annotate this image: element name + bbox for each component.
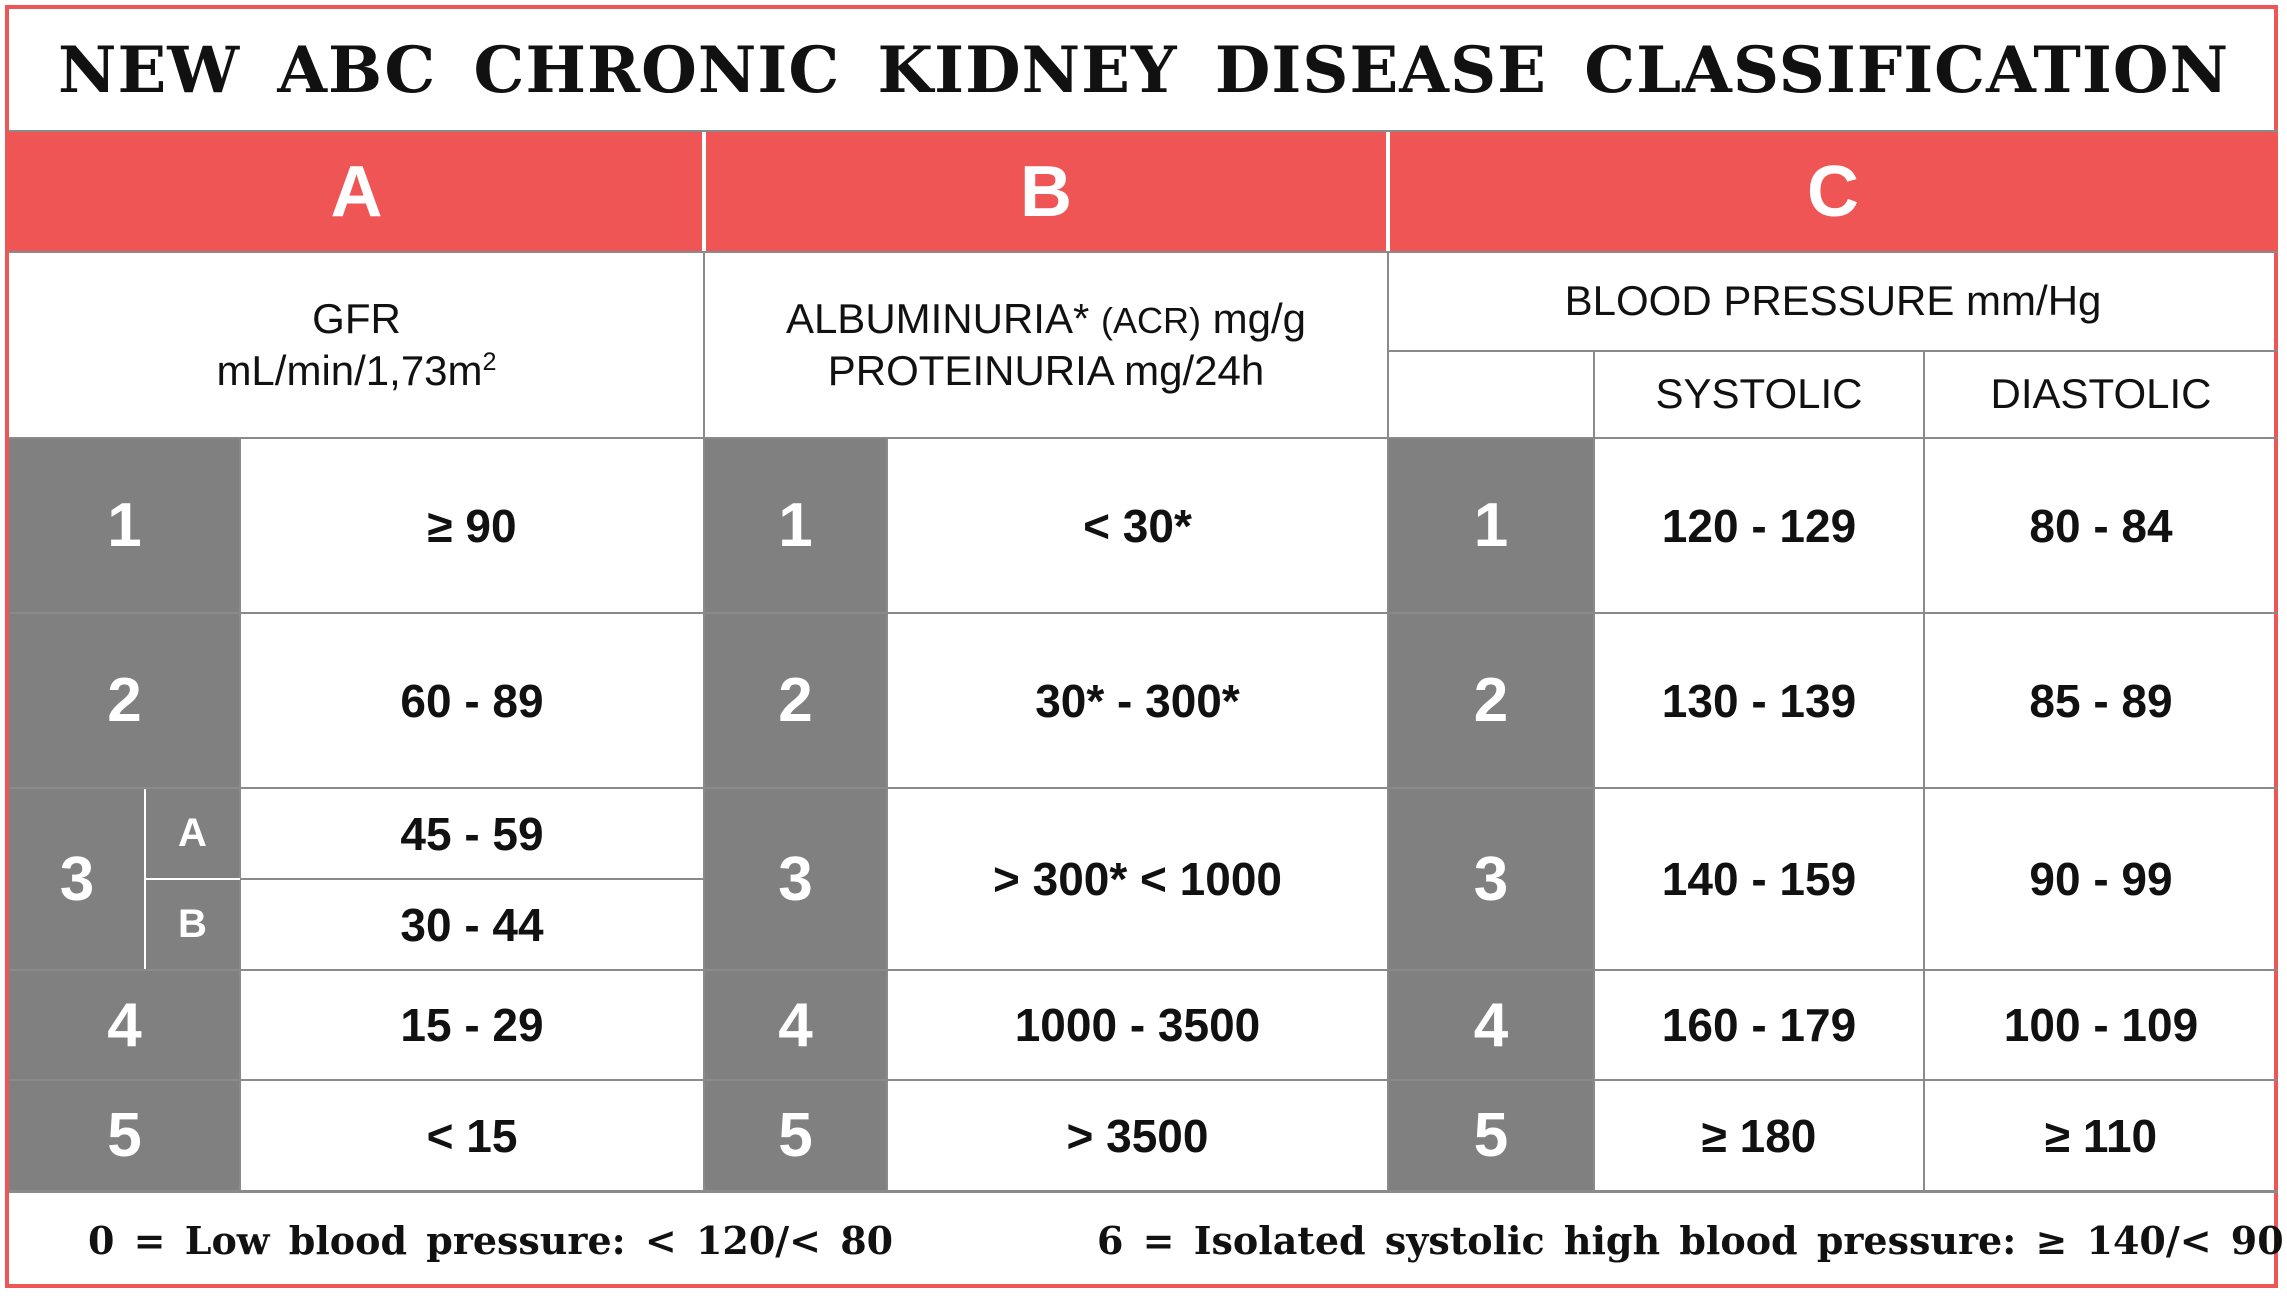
column-c-letter: C [1807,151,1859,232]
albuminuria-value-5: > 3500 [1066,1109,1209,1162]
systolic-value-2: 130 - 139 [1661,674,1857,727]
systolic-header: SYSTOLIC [1655,370,1863,418]
gfr-stage-3a: A [145,788,240,879]
systolic-value-5: ≥ 180 [1701,1109,1817,1162]
gfr-stage-2: 2 [9,613,240,788]
diastolic-value-2: 85 - 89 [2029,674,2173,727]
gfr-stage-1: 1 [9,438,240,613]
gfr-value-3b: 30 - 44 [400,898,544,951]
gfr-header: GFR mL/min/1,73m2 [9,252,704,438]
column-a-letter: A [330,151,383,232]
diastolic-header: DIASTOLIC [1990,370,2212,418]
diastolic-value-1: 80 - 84 [2029,499,2173,552]
footer-low-bp-note: 0 = Low blood pressure: < 120/< 80 [88,1218,894,1263]
albuminuria-value-2: 30* - 300* [1035,674,1240,727]
diastolic-value-4: 100 - 109 [2003,999,2199,1051]
albuminuria-stage-4: 4 [704,970,887,1080]
gfr-header-line2: mL/min/1,73m2 [216,347,497,394]
albuminuria-value-3: > 300* < 1000 [992,853,1283,905]
gfr-value-1: ≥ 90 [427,499,517,552]
gfr-value-2: 60 - 89 [400,674,544,727]
gfr-value-5: < 15 [426,1109,518,1162]
albuminuria-stage-5: 5 [704,1080,887,1191]
bp-stage-2: 2 [1388,613,1594,788]
column-b-letter: B [1020,151,1072,232]
footer-isolated-systolic-note: 6 = Isolated systolic high blood pressur… [1097,1218,2284,1263]
bp-stage-5: 5 [1388,1080,1594,1191]
bp-stage-4: 4 [1388,970,1594,1080]
albuminuria-stage-1: 1 [704,438,887,613]
albuminuria-value-4: 1000 - 3500 [1014,999,1261,1051]
table-title: NEW ABC CHRONIC KIDNEY DISEASE CLASSIFIC… [57,32,2230,108]
gfr-header-line1: GFR [312,294,401,342]
diastolic-value-5: ≥ 110 [2044,1109,2158,1162]
albuminuria-header-line1: ALBUMINURIA* (ACR) mg/g [785,294,1307,342]
gfr-stage-3b: B [145,879,240,970]
blood-pressure-header: BLOOD PRESSURE mm/Hg [1564,277,2102,325]
gfr-stage-4: 4 [9,970,240,1080]
gfr-value-3a: 45 - 59 [400,807,544,860]
proteinuria-header-line2: PROTEINURIA mg/24h [827,347,1265,394]
systolic-value-1: 120 - 129 [1661,499,1857,552]
systolic-value-4: 160 - 179 [1661,999,1857,1051]
albuminuria-stage-2: 2 [704,613,887,788]
gfr-value-4: 15 - 29 [400,999,544,1051]
albuminuria-stage-3: 3 [704,788,887,970]
albuminuria-value-1: < 30* [1083,499,1192,552]
albuminuria-header: ALBUMINURIA* (ACR) mg/g PROTEINURIA mg/2… [704,252,1388,438]
column-letter-band [9,131,2278,252]
bp-stage-1: 1 [1388,438,1594,613]
bp-stage-3: 3 [1388,788,1594,970]
systolic-value-3: 140 - 159 [1661,853,1857,905]
diastolic-value-3: 90 - 99 [2029,853,2173,905]
gfr-stage-3: 3 [9,788,145,970]
gfr-stage-5: 5 [9,1080,240,1191]
